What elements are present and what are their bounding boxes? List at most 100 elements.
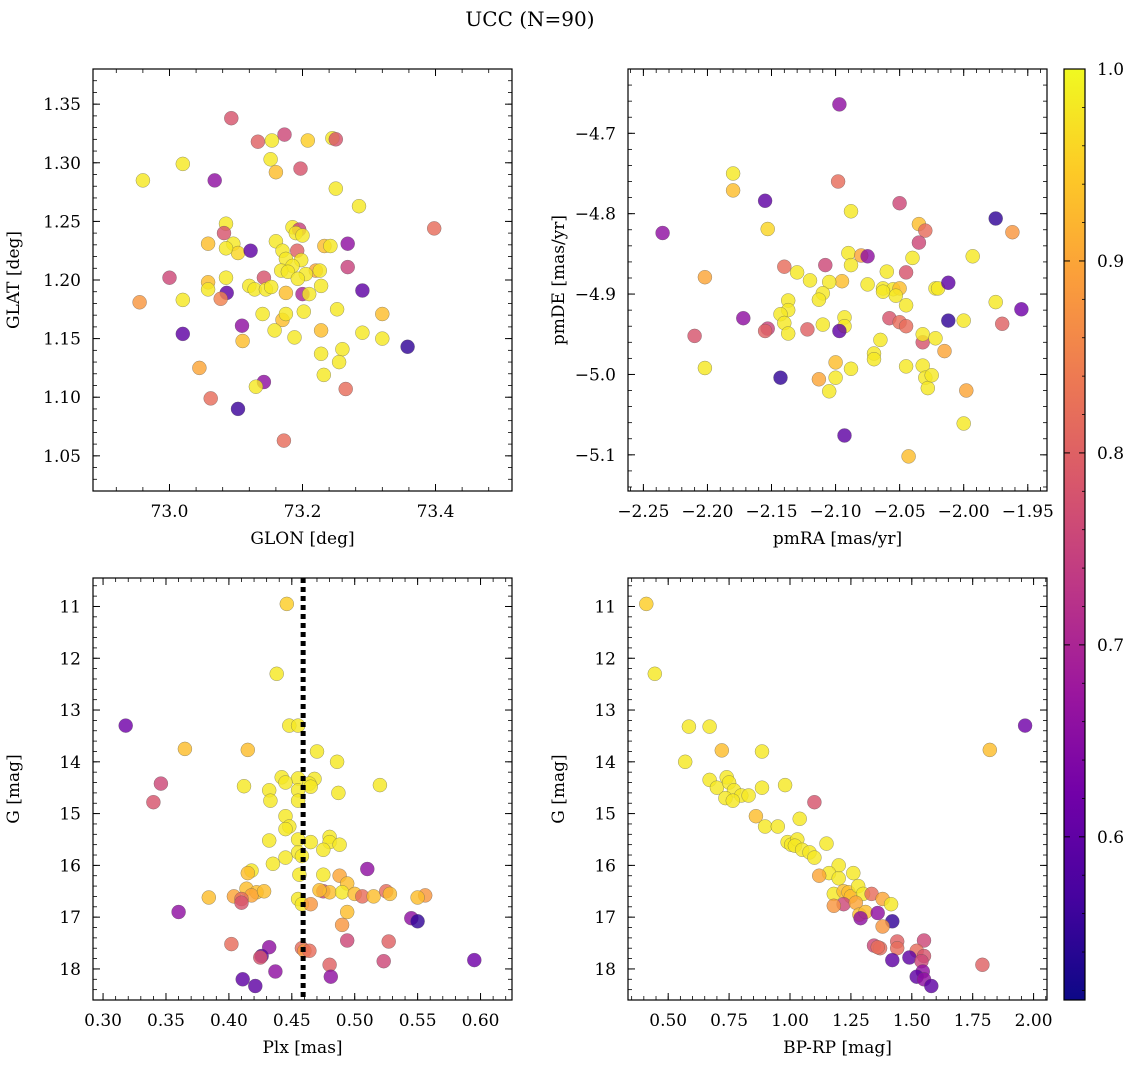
data-point [841, 245, 856, 261]
data-point [920, 380, 936, 396]
x-tick-label: 2.00 [1015, 1011, 1053, 1031]
data-point [201, 890, 217, 905]
data-point [334, 885, 350, 900]
data-point [941, 313, 956, 328]
data-point [860, 249, 875, 264]
y-tick-label: 14 [59, 753, 81, 773]
data-point [278, 285, 294, 301]
data-point [655, 225, 670, 241]
data-point [866, 351, 882, 367]
y-tick-label: 1.25 [43, 212, 81, 232]
scatter-points [118, 596, 482, 994]
data-point [268, 164, 284, 180]
data-point [725, 166, 741, 181]
data-point [375, 331, 390, 346]
data-point [941, 275, 956, 291]
data-point [171, 904, 186, 920]
data-point [1014, 302, 1029, 317]
data-point [280, 264, 296, 280]
scatter-points [655, 97, 1029, 464]
data-point [885, 952, 900, 968]
data-point [278, 775, 293, 790]
x-tick-label: 0.75 [710, 1011, 748, 1031]
data-point [175, 156, 191, 172]
data-point [832, 323, 847, 339]
data-point [760, 221, 775, 237]
y-tick-label: 16 [594, 856, 616, 876]
colorbar-gradient [1063, 68, 1086, 1001]
data-point [312, 263, 328, 278]
data-point [902, 950, 917, 965]
data-point [236, 778, 252, 794]
data-point [736, 310, 751, 326]
data-point [792, 811, 807, 827]
panel-plx_g: 0.30 0.35 0.40 0.45 0.50 0.55 0.60 11 12 13 14 15 16… [4, 577, 513, 1058]
data-point [843, 257, 859, 273]
data-point [278, 821, 293, 837]
data-point [777, 777, 793, 793]
data-point [757, 819, 773, 834]
data-point [218, 270, 234, 285]
y-tick-label: 14 [594, 753, 616, 773]
data-point [250, 134, 266, 149]
data-point [757, 193, 773, 209]
colorbar-tick-label: 0.7 [1097, 636, 1124, 656]
x-tick-label: −2.25 [617, 502, 669, 522]
x-tick-label: 0.55 [399, 1011, 437, 1031]
data-point [777, 259, 792, 274]
data-point [224, 936, 239, 952]
data-point [770, 819, 786, 834]
data-point [773, 370, 788, 385]
y-tick-label: 11 [594, 597, 616, 617]
data-point [875, 284, 891, 299]
data-point [870, 905, 885, 921]
data-point [360, 861, 375, 877]
data-point [234, 318, 250, 333]
y-tick-label: 1.05 [43, 447, 81, 467]
data-point [741, 788, 756, 803]
data-point [994, 316, 1010, 332]
data-point [789, 265, 805, 280]
x-tick-label: 0.50 [649, 1011, 687, 1031]
data-point [815, 317, 831, 332]
data-point [316, 842, 331, 858]
x-tick-label: −2.15 [745, 502, 797, 522]
data-point [870, 939, 885, 955]
data-point [725, 793, 741, 808]
y-tick-label: 15 [59, 805, 81, 825]
data-point [754, 744, 770, 759]
x-tick-label: −2.00 [938, 502, 990, 522]
y-tick-label: −5.0 [575, 365, 616, 385]
x-tick-label: 0.60 [462, 1011, 500, 1031]
data-point [898, 318, 914, 334]
data-point [234, 895, 249, 910]
data-point [901, 449, 916, 464]
data-point [175, 292, 191, 308]
x-tick-label: −2.05 [874, 502, 926, 522]
y-tick-label: 18 [59, 960, 81, 980]
y-tick-label: 17 [59, 908, 81, 928]
data-point [647, 666, 663, 682]
y-axis-label: GLAT [deg] [4, 231, 24, 329]
x-axis-label: pmRA [mas/yr] [773, 529, 902, 549]
x-tick-label: 1.25 [832, 1011, 870, 1031]
data-point [697, 360, 713, 376]
y-tick-label: 1.10 [43, 388, 81, 408]
x-axis-label: BP-RP [mag] [783, 1038, 892, 1058]
x-tick-label: 0.50 [336, 1011, 374, 1031]
data-point [811, 372, 827, 387]
x-tick-label: 0.30 [84, 1011, 122, 1031]
data-point [340, 236, 355, 251]
data-point [224, 110, 239, 126]
data-point [162, 270, 177, 285]
data-point [203, 391, 218, 406]
data-point [263, 793, 278, 808]
scatter-points [132, 110, 442, 448]
data-point [313, 323, 329, 338]
data-point [883, 896, 899, 912]
data-point [898, 265, 914, 280]
data-point [118, 718, 133, 733]
data-point [846, 865, 861, 881]
data-point [340, 259, 355, 275]
data-point [687, 328, 702, 344]
